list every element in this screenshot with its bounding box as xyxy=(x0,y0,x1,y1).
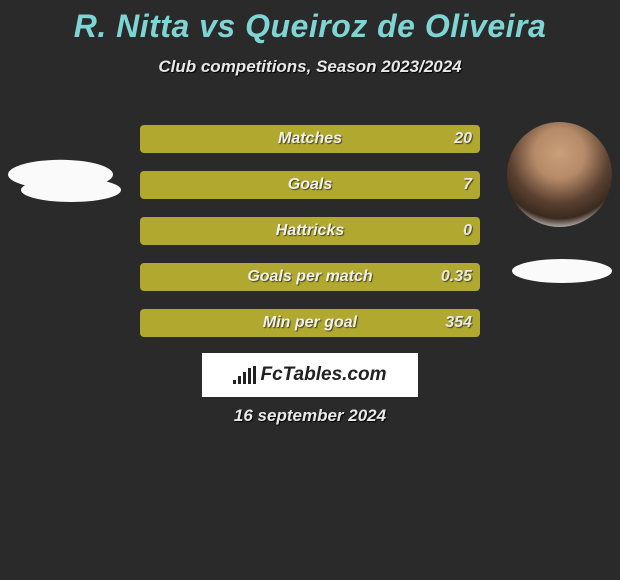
stat-label: Goals xyxy=(288,176,332,194)
stat-value-right: 7 xyxy=(463,176,472,194)
logo-text: FcTables.com xyxy=(260,364,386,386)
stat-value-right: 354 xyxy=(445,314,472,332)
page-subtitle: Club competitions, Season 2023/2024 xyxy=(0,57,620,77)
fctables-logo: FcTables.com xyxy=(202,353,418,397)
stat-value-right: 0 xyxy=(463,222,472,240)
stat-row: Goals per match 0.35 xyxy=(140,263,480,291)
stats-bars: Matches 20 Goals 7 Hattricks 0 Goals per… xyxy=(140,125,480,355)
logo-bars-icon xyxy=(233,366,256,384)
player-right-avatar xyxy=(507,122,612,227)
stat-row: Goals 7 xyxy=(140,171,480,199)
stat-label: Matches xyxy=(278,130,342,148)
stat-row: Hattricks 0 xyxy=(140,217,480,245)
stat-value-right: 0.35 xyxy=(441,268,472,286)
stat-label: Min per goal xyxy=(263,314,357,332)
stat-row: Min per goal 354 xyxy=(140,309,480,337)
stat-label: Goals per match xyxy=(247,268,372,286)
player-right-name-oval xyxy=(512,259,612,283)
stat-value-right: 20 xyxy=(454,130,472,148)
stat-row: Matches 20 xyxy=(140,125,480,153)
stat-label: Hattricks xyxy=(276,222,344,240)
date-line: 16 september 2024 xyxy=(234,406,386,426)
player-left-name-oval xyxy=(21,178,121,202)
page-title: R. Nitta vs Queiroz de Oliveira xyxy=(0,0,620,45)
